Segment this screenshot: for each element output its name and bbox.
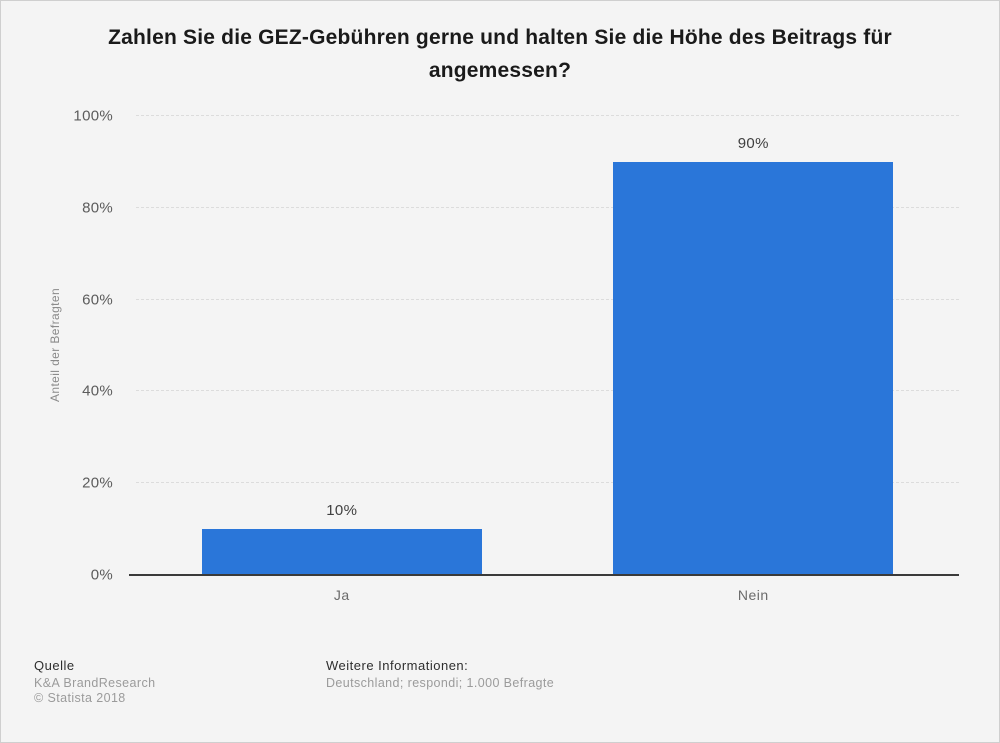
- bar-slot-nein: 90%: [548, 116, 960, 575]
- source-name: K&A BrandResearch: [34, 676, 156, 690]
- chart-title-text: Zahlen Sie die GEZ-Gebühren gerne und ha…: [108, 26, 892, 82]
- plot-area: 10% 90%: [129, 115, 960, 576]
- source-column: Quelle K&A BrandResearch © Statista 2018: [34, 658, 326, 706]
- x-axis-label-nein: Nein: [737, 587, 769, 603]
- y-tick-label-100: 100%: [73, 107, 113, 125]
- gridline-40: [136, 390, 959, 392]
- y-tick-label-80: 80%: [82, 199, 113, 217]
- x-axis-label-ja: Ja: [333, 587, 350, 603]
- info-heading: Weitere Informationen:: [326, 658, 469, 673]
- gridline-100: [136, 115, 959, 116]
- y-tick-label-40: 40%: [82, 382, 113, 400]
- chart-title: Zahlen Sie die GEZ-Gebühren gerne und ha…: [1, 21, 999, 87]
- y-tick-label-20: 20%: [82, 474, 113, 492]
- source-heading: Quelle: [34, 658, 75, 673]
- y-axis-tick-labels: 0% 20% 40% 60% 80% 100%: [29, 108, 113, 584]
- bar-slot-ja: 10%: [136, 116, 548, 575]
- y-tick-label-0: 0%: [90, 566, 113, 584]
- chart-footer: Quelle K&A BrandResearch © Statista 2018…: [34, 658, 966, 706]
- gridline-60: [136, 298, 959, 300]
- gridline-20: [136, 482, 959, 484]
- bar-value-label-nein: 90%: [737, 134, 769, 152]
- bar-ja: [201, 529, 482, 575]
- bar-nein: [613, 161, 894, 575]
- x-axis-category-labels: Ja Nein: [136, 587, 959, 603]
- y-tick-label-60: 60%: [82, 291, 113, 309]
- bar-value-label-ja: 10%: [326, 502, 358, 520]
- info-text: Deutschland; respondi; 1.000 Befragte: [326, 676, 555, 690]
- info-column: Weitere Informationen: Deutschland; resp…: [326, 658, 966, 706]
- gridline-80: [136, 206, 959, 208]
- copyright-notice: © Statista 2018: [34, 691, 126, 705]
- x-axis-line: [129, 574, 959, 576]
